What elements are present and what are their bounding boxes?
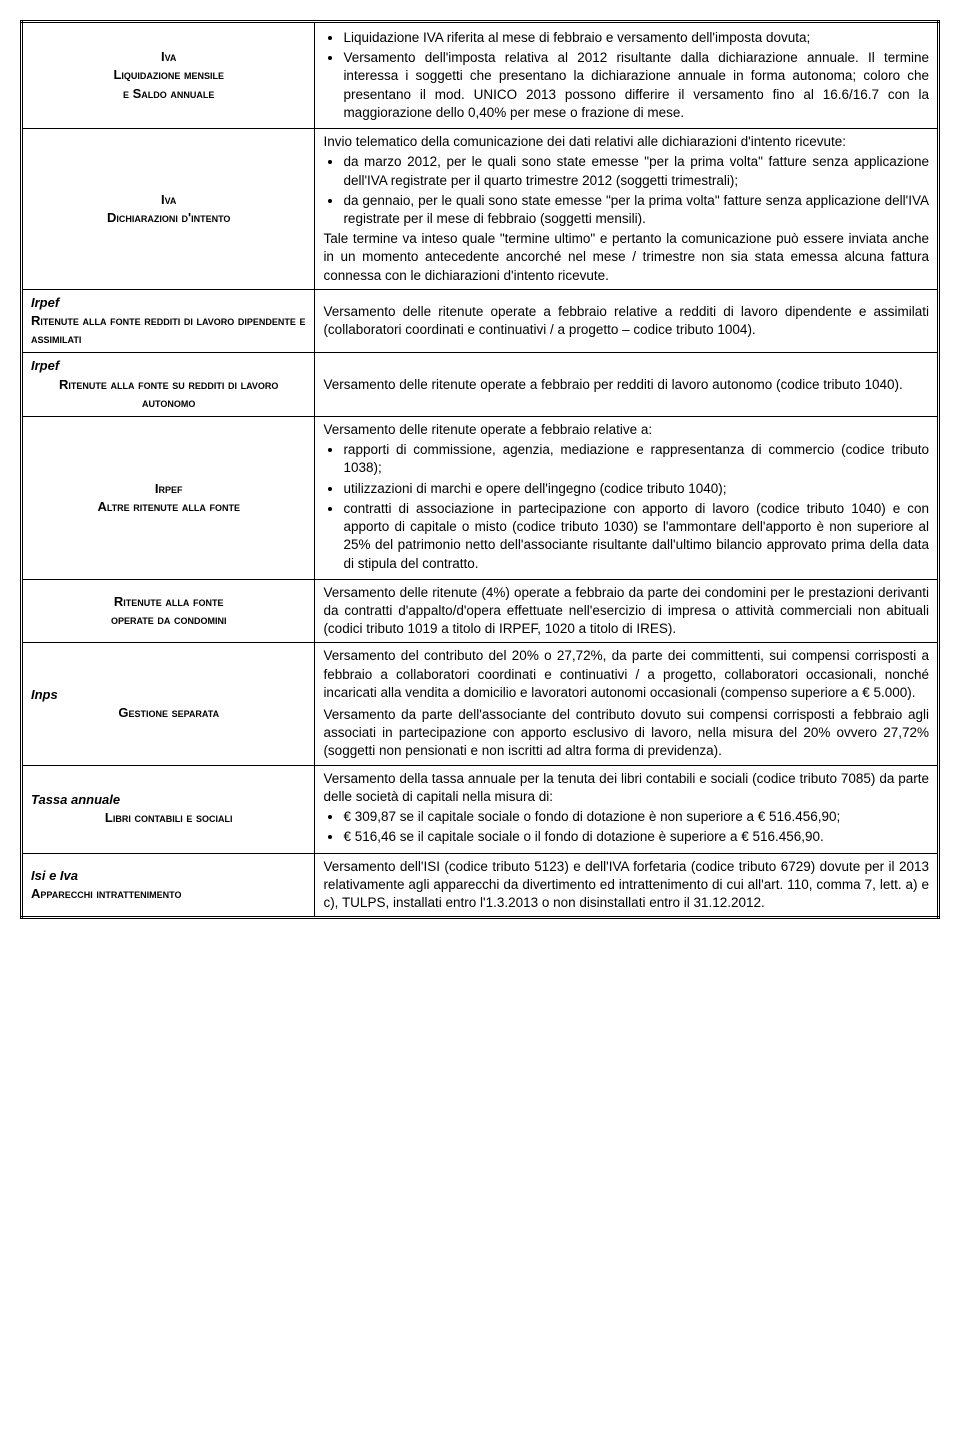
label-line: Tassa annuale	[31, 791, 306, 809]
list-item: € 309,87 se il capitale sociale o fondo …	[343, 808, 929, 826]
description-intro: Versamento delle ritenute operate a febb…	[323, 421, 929, 439]
label-line: Dichiarazioni d'intento	[31, 209, 306, 227]
label-line: Iva	[31, 48, 306, 66]
label-line: operate da condomini	[31, 611, 306, 629]
row-description: Liquidazione IVA riferita al mese di feb…	[315, 22, 939, 129]
table-row: IvaDichiarazioni d'intento Invio telemati…	[22, 129, 939, 290]
description-list: rapporti di commissione, agenzia, mediaz…	[323, 441, 929, 573]
row-description: Versamento dell'ISI (codice tributo 5123…	[315, 853, 939, 918]
description-text: Versamento delle ritenute operate a febb…	[323, 376, 929, 394]
deadlines-table: IvaLiquidazione mensilee Saldo annualeLi…	[20, 20, 940, 919]
label-line: Irpef	[31, 357, 306, 375]
description-paragraph: Versamento da parte dell'associante del …	[323, 706, 929, 761]
table-row: InpsGestione separataVersamento del cont…	[22, 643, 939, 765]
label-line: Liquidazione mensile	[31, 66, 306, 84]
row-description: Versamento del contributo del 20% o 27,7…	[315, 643, 939, 765]
list-item: Versamento dell'imposta relativa al 2012…	[343, 49, 929, 122]
row-description: Versamento della tassa annuale per la te…	[315, 765, 939, 853]
label-line: Irpef	[31, 480, 306, 498]
label-line: Isi e Iva	[31, 867, 306, 885]
table-row: Isi e IvaApparecchi intrattenimentoVersa…	[22, 853, 939, 918]
row-label: IrpefAltre ritenute alla fonte	[22, 416, 315, 579]
label-line: Gestione separata	[31, 704, 306, 722]
row-description: Invio telematico della comunicazione dei…	[315, 129, 939, 290]
row-label: Ritenute alla fonteoperate da condomini	[22, 579, 315, 643]
row-description: Versamento delle ritenute (4%) operate a…	[315, 579, 939, 643]
row-label: InpsGestione separata	[22, 643, 315, 765]
list-item: € 516,46 se il capitale sociale o il fon…	[343, 828, 929, 846]
label-line: Apparecchi intrattenimento	[31, 885, 306, 903]
table-row: Ritenute alla fonteoperate da condominiV…	[22, 579, 939, 643]
list-item: Liquidazione IVA riferita al mese di feb…	[343, 29, 929, 47]
label-line: Ritenute alla fonte su redditi di lavoro…	[31, 376, 306, 412]
description-list: da marzo 2012, per le quali sono state e…	[323, 153, 929, 228]
table-row: IrpefRitenute alla fonte redditi di lavo…	[22, 289, 939, 353]
row-description: Versamento delle ritenute operate a febb…	[315, 289, 939, 353]
label-line: Altre ritenute alla fonte	[31, 498, 306, 516]
label-line: Iva	[31, 191, 306, 209]
description-paragraph: Versamento del contributo del 20% o 27,7…	[323, 647, 929, 702]
label-line: Libri contabili e sociali	[31, 809, 306, 827]
label-line: e Saldo annuale	[31, 85, 306, 103]
row-label: IvaDichiarazioni d'intento	[22, 129, 315, 290]
row-label: IvaLiquidazione mensilee Saldo annuale	[22, 22, 315, 129]
list-item: da marzo 2012, per le quali sono state e…	[343, 153, 929, 189]
label-line: Ritenute alla fonte redditi di lavoro di…	[31, 312, 306, 348]
description-outro: Tale termine va inteso quale "termine ul…	[323, 230, 929, 285]
description-intro: Versamento della tassa annuale per la te…	[323, 770, 929, 806]
row-label: Tassa annualeLibri contabili e sociali	[22, 765, 315, 853]
row-description: Versamento delle ritenute operate a febb…	[315, 353, 939, 417]
list-item: da gennaio, per le quali sono state emes…	[343, 192, 929, 228]
list-item: rapporti di commissione, agenzia, mediaz…	[343, 441, 929, 477]
list-item: contratti di associazione in partecipazi…	[343, 500, 929, 573]
description-list: Liquidazione IVA riferita al mese di feb…	[323, 29, 929, 122]
description-text: Versamento delle ritenute operate a febb…	[323, 303, 929, 339]
table-row: IvaLiquidazione mensilee Saldo annualeLi…	[22, 22, 939, 129]
label-line: Inps	[31, 686, 306, 704]
description-intro: Invio telematico della comunicazione dei…	[323, 133, 929, 151]
label-line: Ritenute alla fonte	[31, 593, 306, 611]
description-text: Versamento delle ritenute (4%) operate a…	[323, 584, 929, 639]
row-label: IrpefRitenute alla fonte su redditi di l…	[22, 353, 315, 417]
row-label: Isi e IvaApparecchi intrattenimento	[22, 853, 315, 918]
description-text: Versamento dell'ISI (codice tributo 5123…	[323, 858, 929, 913]
description-list: € 309,87 se il capitale sociale o fondo …	[323, 808, 929, 846]
row-description: Versamento delle ritenute operate a febb…	[315, 416, 939, 579]
label-line: Irpef	[31, 294, 306, 312]
table-row: IrpefRitenute alla fonte su redditi di l…	[22, 353, 939, 417]
table-row: Tassa annualeLibri contabili e socialiVe…	[22, 765, 939, 853]
table-row: IrpefAltre ritenute alla fonte Versamento…	[22, 416, 939, 579]
list-item: utilizzazioni di marchi e opere dell'ing…	[343, 480, 929, 498]
row-label: IrpefRitenute alla fonte redditi di lavo…	[22, 289, 315, 353]
